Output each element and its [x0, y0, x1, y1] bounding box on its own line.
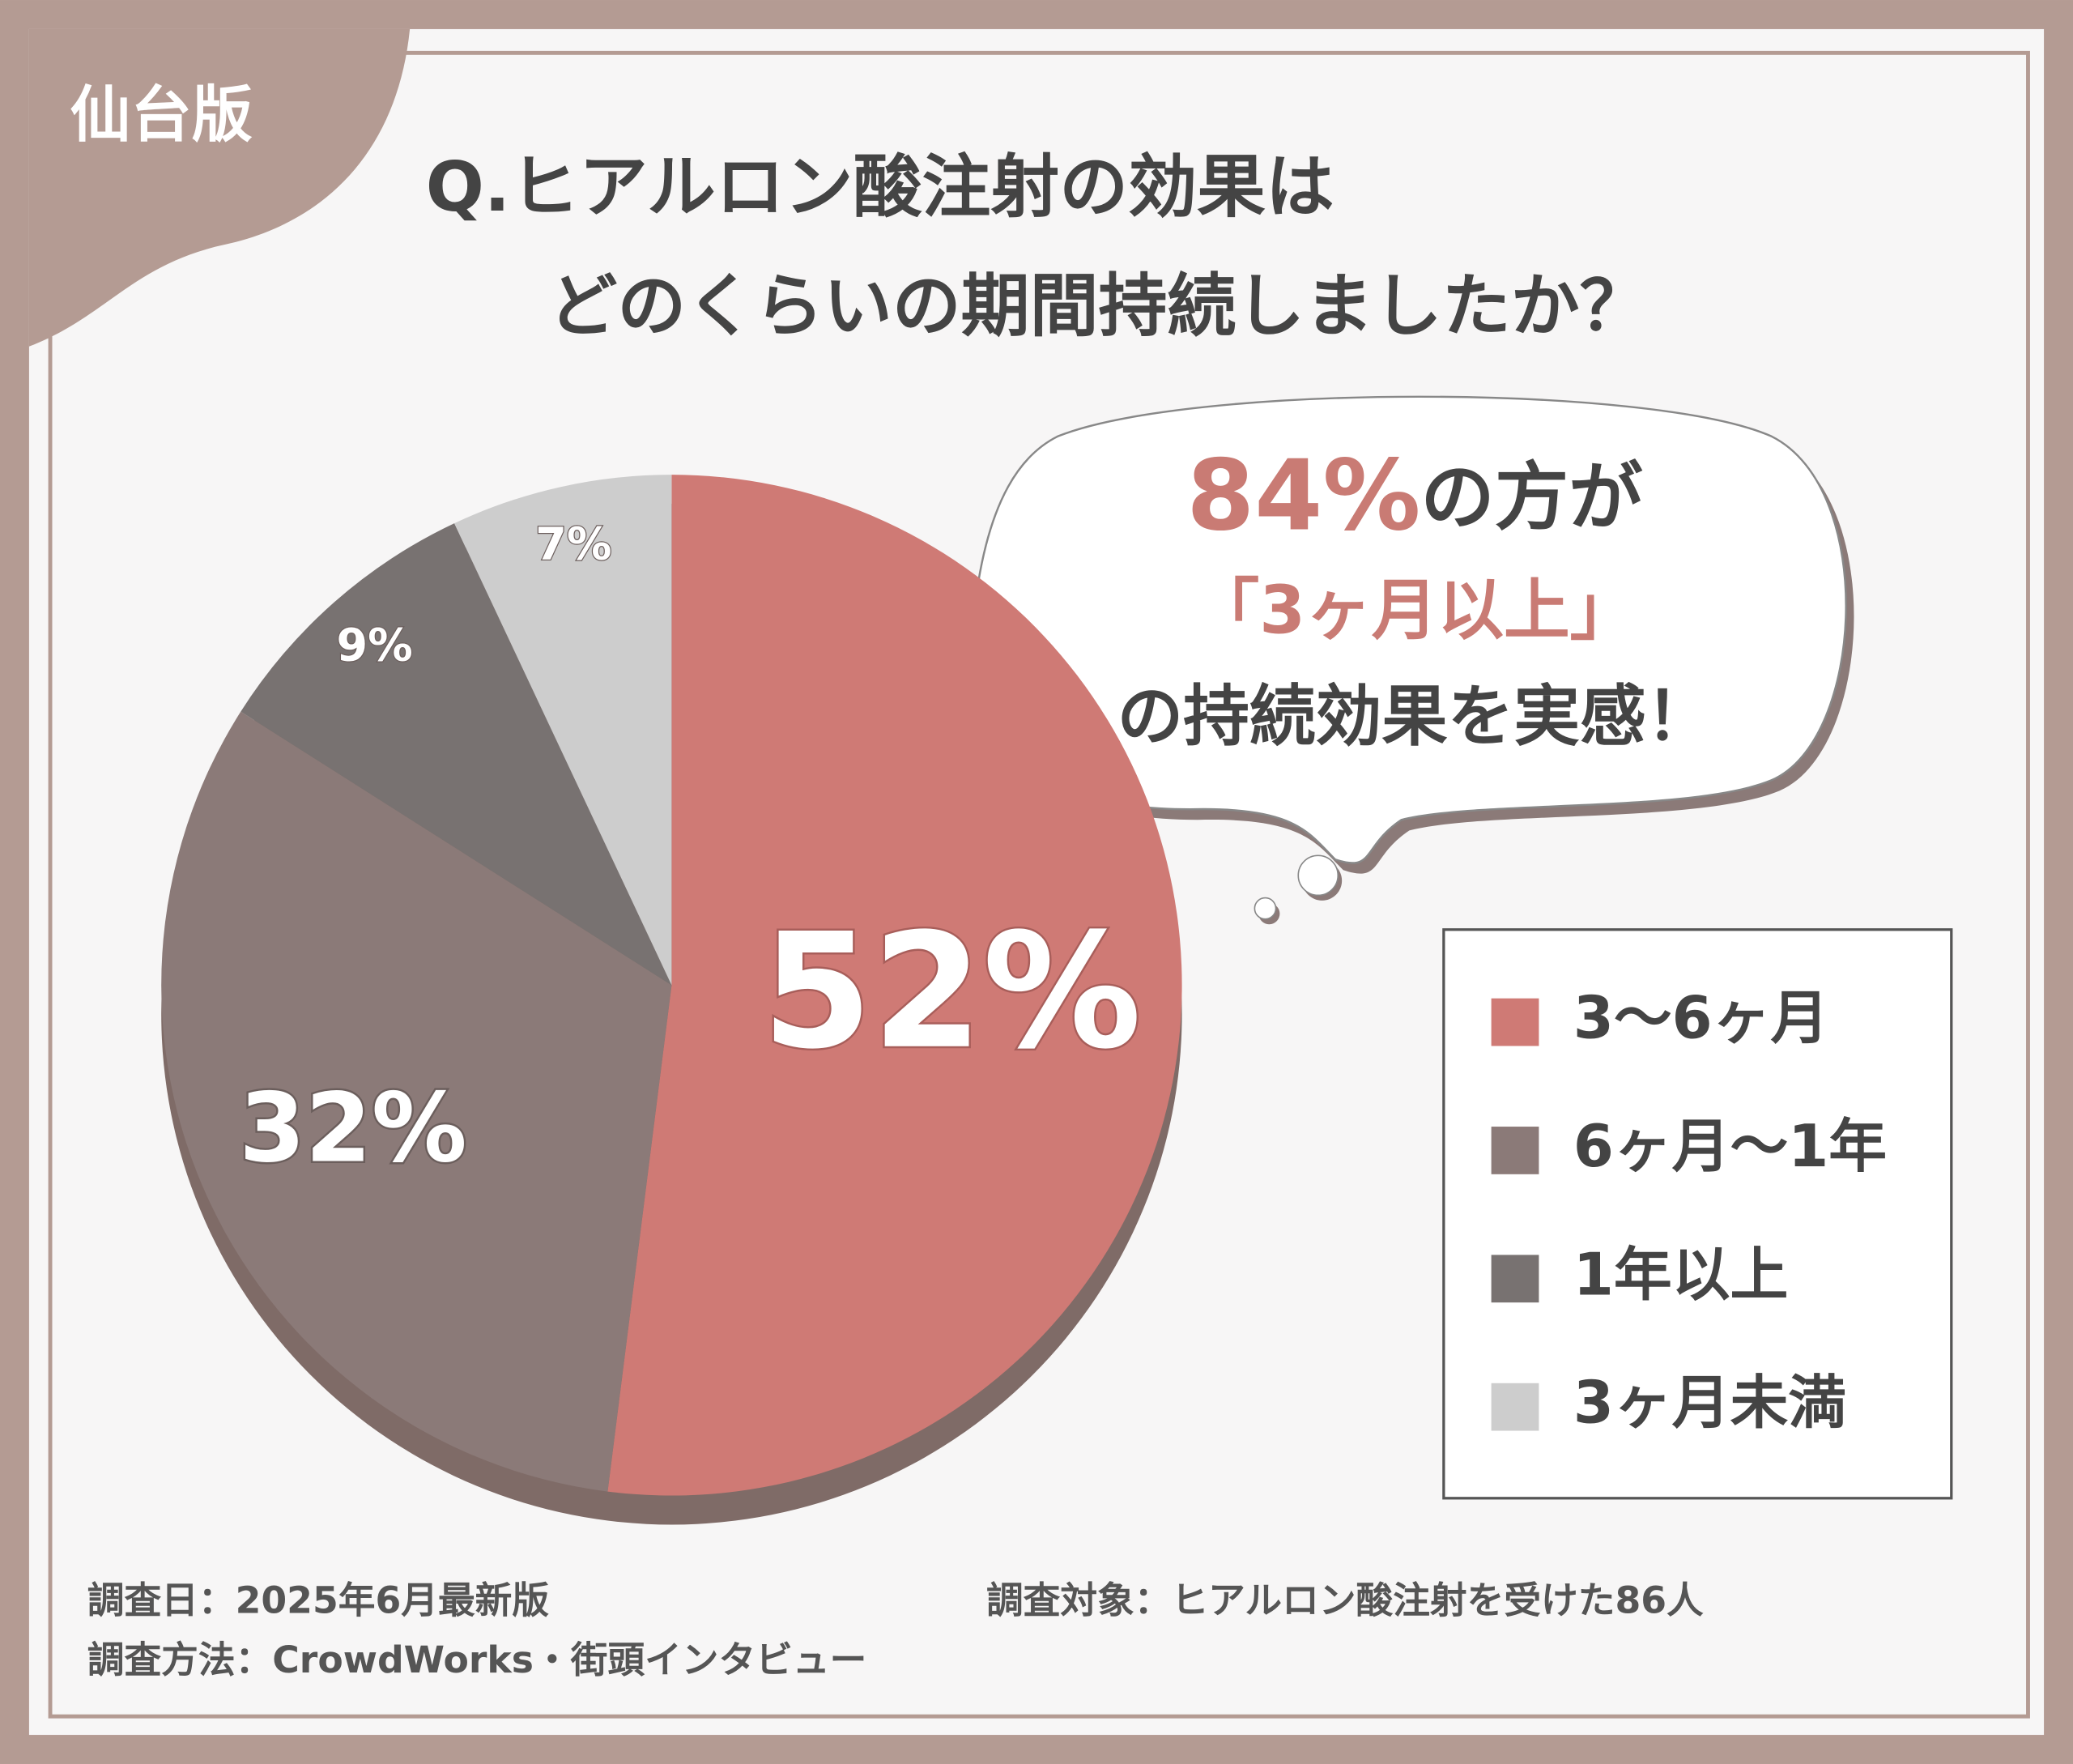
legend-swatch	[1491, 1383, 1539, 1431]
badge: 仙台版	[70, 79, 253, 150]
note: 調査対象：ヒアルロン酸注射を受けた86人	[986, 1579, 1704, 1621]
pie-slice	[454, 475, 672, 986]
pie-slice	[607, 475, 1182, 1496]
data-label: 7%	[535, 518, 611, 570]
legend: 3〜6ヶ月 6ヶ月〜1年 1年以上 3ヶ月未満	[1491, 984, 1887, 1437]
annotation-text: の持続効果を実感！	[1117, 678, 1713, 755]
data-label: 9%	[337, 619, 413, 671]
legend-swatch	[1491, 998, 1539, 1046]
bubble-dot	[1297, 854, 1339, 897]
badge-shape	[28, 28, 411, 347]
note: 調査日：2025年6月最新版	[87, 1579, 550, 1621]
legend-swatch	[1491, 1127, 1539, 1174]
annotation-text: の方が	[1420, 454, 1642, 540]
data-label: 52%	[762, 900, 1142, 1084]
annotation: 84%の方が	[1186, 440, 1642, 553]
bubble	[971, 395, 1854, 925]
legend-swatch	[1491, 1255, 1539, 1303]
pie: 52% 32% 9% 7%	[161, 475, 1182, 1525]
legend-label: 3〜6ヶ月	[1573, 984, 1828, 1052]
legend-label: 3ヶ月未満	[1573, 1369, 1846, 1437]
pie-slice	[241, 523, 672, 986]
inner-border	[48, 50, 2030, 1719]
pie-slice	[161, 711, 672, 1492]
chart-title: Q.ヒアルロン酸注射の効果は	[426, 147, 1334, 228]
legend-label: 1年以上	[1573, 1240, 1788, 1308]
annotation-highlight: 「3ヶ月以上」	[1194, 573, 1637, 650]
bubble-dot	[1254, 897, 1277, 920]
note: 調査方法：CrowdWorks・街頭インタビュー	[87, 1638, 867, 1681]
legend-label: 6ヶ月〜1年	[1573, 1112, 1887, 1180]
data-label: 32%	[239, 1073, 466, 1184]
chart-title: どのくらいの期間持続しましたか？	[549, 266, 1649, 347]
annotation-highlight: 84%	[1186, 440, 1420, 553]
